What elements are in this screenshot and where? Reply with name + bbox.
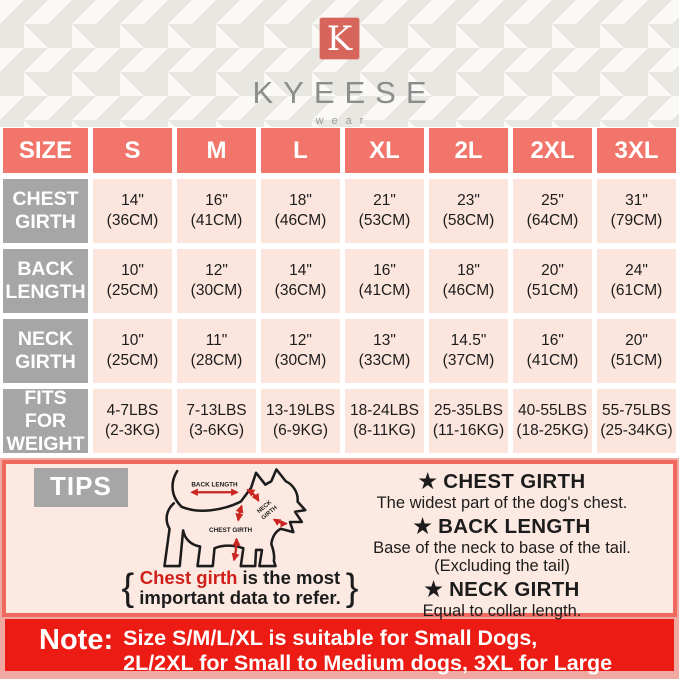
size-col-header: 2XL xyxy=(513,128,592,173)
size-col-header: XL xyxy=(345,128,424,173)
table-cell: 13" (33CM) xyxy=(345,319,424,383)
table-cell: 31" (79CM) xyxy=(597,179,676,243)
table-cell: 4-7LBS (2-3KG) xyxy=(93,389,172,453)
row-label-fits-for-weight: FITS FOR WEIGHT xyxy=(3,387,88,455)
size-col-header: S xyxy=(93,128,172,173)
table-cell: 12" (30CM) xyxy=(261,319,340,383)
table-cell: 24" (61CM) xyxy=(597,249,676,313)
table-cell: 55-75LBS (25-34KG) xyxy=(597,389,676,453)
back-length-definition-note: (Excluding the tail) xyxy=(434,557,570,576)
table-cell: 18" (46CM) xyxy=(429,249,508,313)
table-cell: 12" (30CM) xyxy=(177,249,256,313)
dog-outline xyxy=(163,468,307,568)
size-table-corner: SIZE xyxy=(3,128,88,173)
size-col-header: 3XL xyxy=(597,128,676,173)
table-cell: 21" (53CM) xyxy=(345,179,424,243)
table-cell: 18-24LBS (8-11KG) xyxy=(345,389,424,453)
size-table: SIZE S M L XL 2L 2XL 3XL CHEST GIRTH 14"… xyxy=(0,127,679,455)
brand-header: K KYEESE wear xyxy=(0,0,679,127)
table-cell: 16" (41CM) xyxy=(345,249,424,313)
table-cell: 25-35LBS (11-16KG) xyxy=(429,389,508,453)
back-length-diagram-label: BACK LENGTH xyxy=(191,481,238,488)
chest-girth-arrow-bottom xyxy=(231,537,241,562)
note-banner: Note: Size S/M/L/XL is suitable for Smal… xyxy=(5,619,674,679)
right-brace: } xyxy=(345,566,359,609)
table-cell: 10" (25CM) xyxy=(93,249,172,313)
size-col-header: L xyxy=(261,128,340,173)
chest-girth-diagram-label: CHEST GIRTH xyxy=(209,527,253,534)
dog-measurement-diagram: BACK LENGTH CHEST GIRTH NECK GIRTH xyxy=(163,468,307,568)
table-cell: 14.5" (37CM) xyxy=(429,319,508,383)
quote-rest: is the most xyxy=(237,567,341,588)
back-length-definition-title: ★ BACK LENGTH xyxy=(413,515,591,539)
table-cell: 16" (41CM) xyxy=(177,179,256,243)
table-cell: 16" (41CM) xyxy=(513,319,592,383)
neck-girth-definition-text: Equal to collar length. xyxy=(422,602,582,621)
quote-line2: important data to refer. xyxy=(139,586,341,608)
table-cell: 25" (64CM) xyxy=(513,179,592,243)
row-label-chest-girth: CHEST GIRTH xyxy=(3,179,88,243)
note-label: Note: xyxy=(39,624,114,656)
star-icon: ★ xyxy=(418,470,438,493)
chest-girth-quote: { Chest girth is the most important data … xyxy=(109,568,371,608)
table-cell: 20" (51CM) xyxy=(513,249,592,313)
table-cell: 10" (25CM) xyxy=(93,319,172,383)
table-cell: 20" (51CM) xyxy=(597,319,676,383)
table-cell: 18" (46CM) xyxy=(261,179,340,243)
tips-heading: TIPS xyxy=(34,468,128,507)
table-cell: 23" (58CM) xyxy=(429,179,508,243)
back-length-definition-text: Base of the neck to base of the tail. xyxy=(373,539,631,558)
note-text: Size S/M/L/XL is suitable for Small Dogs… xyxy=(123,626,674,679)
table-cell: 40-55LBS (18-25KG) xyxy=(513,389,592,453)
quote-highlight: Chest girth xyxy=(139,567,238,588)
bottom-panel: TIPS BACK LENGTH CHEST GIRTH NECK GIRTH xyxy=(0,458,679,679)
star-icon: ★ xyxy=(413,515,433,539)
table-cell: 11" (28CM) xyxy=(177,319,256,383)
table-cell: 13-19LBS (6-9KG) xyxy=(261,389,340,453)
brand-logo-k-icon: K xyxy=(320,18,359,59)
size-col-header: M xyxy=(177,128,256,173)
row-label-back-length: BACK LENGTH xyxy=(3,249,88,313)
chest-girth-arrow-top xyxy=(235,504,244,522)
size-col-header: 2L xyxy=(429,128,508,173)
neck-girth-arrow-front xyxy=(272,518,288,528)
star-icon: ★ xyxy=(424,578,444,602)
chest-girth-definition-text: The widest part of the dog's chest. xyxy=(376,494,628,512)
neck-girth-arrow-back xyxy=(246,488,260,502)
note-line2: 2L/2XL for Small to Medium dogs, 3XL for… xyxy=(123,651,613,679)
left-brace: { xyxy=(121,566,135,609)
row-label-neck-girth: NECK GIRTH xyxy=(3,319,88,383)
brand-subtitle: wear xyxy=(315,115,372,127)
neck-girth-definition-title: ★ NECK GIRTH xyxy=(424,578,580,602)
table-cell: 14" (36CM) xyxy=(93,179,172,243)
table-cell: 14" (36CM) xyxy=(261,249,340,313)
measurement-definitions: ★ CHEST GIRTH The widest part of the dog… xyxy=(336,467,668,621)
table-cell: 7-13LBS (3-6KG) xyxy=(177,389,256,453)
tips-section: TIPS BACK LENGTH CHEST GIRTH NECK GIRTH xyxy=(2,460,677,620)
chest-girth-definition-title: ★ CHEST GIRTH xyxy=(418,470,586,493)
brand-name: KYEESE xyxy=(252,75,437,110)
note-line1: Size S/M/L/XL is suitable for Small Dogs… xyxy=(123,626,538,650)
